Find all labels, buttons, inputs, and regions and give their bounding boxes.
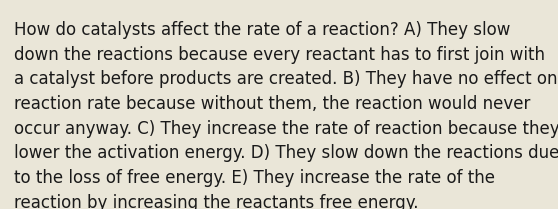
Text: reaction rate because without them, the reaction would never: reaction rate because without them, the … [14, 95, 530, 113]
Text: occur anyway. C) They increase the rate of reaction because they: occur anyway. C) They increase the rate … [14, 120, 558, 138]
Text: lower the activation energy. D) They slow down the reactions due: lower the activation energy. D) They slo… [14, 144, 558, 162]
Text: down the reactions because every reactant has to first join with: down the reactions because every reactan… [14, 46, 545, 64]
Text: to the loss of free energy. E) They increase the rate of the: to the loss of free energy. E) They incr… [14, 169, 495, 187]
Text: a catalyst before products are created. B) They have no effect on: a catalyst before products are created. … [14, 70, 557, 88]
Text: How do catalysts affect the rate of a reaction? A) They slow: How do catalysts affect the rate of a re… [14, 21, 511, 39]
Text: reaction by increasing the reactants free energy.: reaction by increasing the reactants fre… [14, 194, 418, 209]
